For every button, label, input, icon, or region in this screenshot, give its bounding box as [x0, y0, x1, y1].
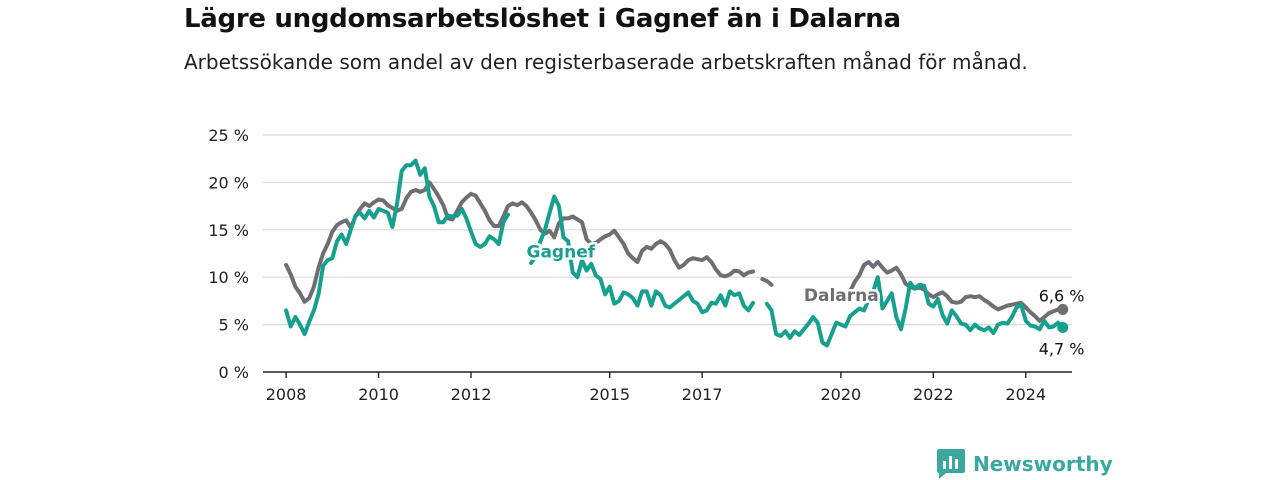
series-line-gagnef: [764, 275, 1065, 348]
series-label-dalarna: Dalarna: [804, 286, 879, 306]
series-label-gagnef: Gagnef: [527, 243, 596, 263]
series-line-dalarna: [848, 260, 1065, 323]
end-value-label-gagnef: 4,7 %: [1039, 339, 1085, 358]
brand-name: Newsworthy: [973, 452, 1113, 476]
series-line-dalarna: [284, 180, 755, 304]
end-value-label-dalarna: 6,6 %: [1039, 286, 1085, 305]
x-tick-label: 2008: [266, 385, 307, 404]
x-tick-label: 2012: [451, 385, 492, 404]
x-tick-label: 2020: [820, 385, 861, 404]
series-line-dalarna: [760, 277, 774, 287]
x-tick-label: 2022: [913, 385, 954, 404]
newsworthy-logo: Newsworthy: [937, 449, 1113, 479]
y-tick-label: 25 %: [208, 126, 249, 145]
x-tick-label: 2024: [1005, 385, 1046, 404]
newsworthy-icon: [937, 449, 965, 479]
end-point-dalarna: [1057, 303, 1069, 315]
series-line-gagnef: [284, 158, 510, 337]
y-tick-label: 15 %: [208, 221, 249, 240]
series-line-gagnef: [529, 194, 755, 315]
y-tick-label: 5 %: [219, 316, 249, 335]
y-tick-label: 20 %: [208, 173, 249, 192]
y-tick-label: 10 %: [208, 268, 249, 287]
x-tick-label: 2015: [589, 385, 630, 404]
x-tick-label: 2010: [358, 385, 399, 404]
end-point-gagnef: [1057, 321, 1069, 333]
chart-subtitle: Arbetssökande som andel av den registerb…: [184, 50, 1028, 74]
x-tick-label: 2017: [682, 385, 723, 404]
y-tick-label: 0 %: [219, 363, 249, 382]
chart-title: Lägre ungdomsarbetslöshet i Gagnef än i …: [184, 4, 901, 34]
